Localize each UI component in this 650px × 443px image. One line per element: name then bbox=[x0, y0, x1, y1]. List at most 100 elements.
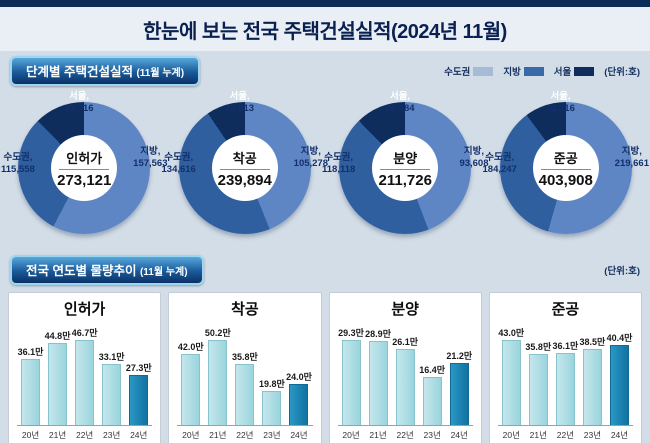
page-title: 한눈에 보는 전국 주택건설실적(2024년 11월) bbox=[143, 21, 507, 43]
x-axis-label: 24년 bbox=[450, 430, 468, 440]
bar bbox=[501, 340, 521, 425]
section1-badge-title: 단계별 주택건설실적 bbox=[26, 65, 133, 79]
bar-group: 29.3만 bbox=[338, 326, 365, 425]
donut-title: 분양 bbox=[393, 150, 418, 166]
bar-value-label: 29.3만 bbox=[338, 328, 364, 338]
divider bbox=[540, 168, 591, 170]
bar bbox=[48, 343, 68, 425]
capital-value: 184,247 bbox=[482, 163, 517, 175]
bar-chart-title: 분양 bbox=[391, 301, 419, 318]
seoul-value: 22,813 bbox=[224, 102, 255, 114]
x-axis-label: 23년 bbox=[583, 430, 602, 440]
donut-chart: 착공 239,894 서울, 22,813 수도권, 134,616 지방, 105… bbox=[161, 90, 328, 250]
donut-total: 403,908 bbox=[538, 171, 593, 189]
x-axis-label: 20년 bbox=[182, 430, 200, 440]
capital-value: 134,616 bbox=[161, 163, 196, 175]
donut-ring: 준공 403,908 bbox=[499, 102, 632, 234]
donut-title: 착공 bbox=[232, 150, 257, 166]
capital-label: 수도권, 118,118 bbox=[322, 152, 356, 175]
bar-group: 35.8만 bbox=[525, 340, 552, 425]
legend-item: 지방 bbox=[503, 64, 544, 78]
bar-value-label: 36.1만 bbox=[552, 341, 579, 351]
donut-ring: 인허가 273,121 bbox=[18, 102, 151, 234]
bar-chart-card: 준공 43.0만 35.8만 36.1만 38.5만 40.4만 20년 21년 2… bbox=[488, 292, 642, 443]
x-axis-label: 21년 bbox=[369, 430, 387, 440]
capital-value: 115,558 bbox=[1, 163, 35, 175]
bar-group: 16.4만 bbox=[419, 363, 446, 425]
x-axis-label: 24년 bbox=[610, 430, 629, 440]
bar bbox=[21, 359, 41, 425]
provincial-label: 지방, 105,278 bbox=[293, 146, 328, 169]
bar bbox=[582, 349, 602, 425]
x-axis: 20년 21년 22년 23년 24년 bbox=[17, 429, 152, 441]
legend-swatch bbox=[523, 66, 544, 76]
x-axis-label: 24년 bbox=[290, 430, 308, 440]
bar bbox=[341, 340, 361, 425]
plot-area: 43.0만 35.8만 36.1만 38.5만 40.4만 bbox=[497, 319, 633, 426]
bar-value-label: 40.4만 bbox=[606, 333, 633, 343]
donut-chart-row: 인허가 273,121 서울, 33,716 수도권, 115,558 지방, 15… bbox=[0, 88, 650, 250]
plot-area: 36.1만 44.8만 46.7만 33.1만 27.3만 bbox=[17, 319, 153, 426]
capital-label: 수도권, 184,247 bbox=[482, 152, 517, 175]
plot-area: 29.3만 28.9만 26.1만 16.4만 21.2만 bbox=[337, 319, 473, 426]
seoul-value: 41,116 bbox=[546, 102, 575, 114]
donut-title: 준공 bbox=[553, 150, 578, 166]
bar bbox=[102, 364, 122, 425]
section2-header: 전국 연도별 물량추이 (11월 누계) (단위:호) bbox=[0, 250, 650, 287]
legend-items: 수도권 지방 서울 bbox=[444, 64, 595, 78]
bar-group: 36.1만 bbox=[17, 345, 44, 425]
donut-total: 273,121 bbox=[57, 171, 112, 189]
bar-value-label: 44.8만 bbox=[44, 331, 71, 341]
bar bbox=[395, 349, 415, 425]
bar-value-label: 21.2만 bbox=[446, 351, 473, 361]
donut-center: 인허가 273,121 bbox=[51, 135, 118, 201]
donut-total: 211,726 bbox=[378, 171, 432, 189]
capital-value: 118,118 bbox=[322, 163, 356, 175]
legend-label: 서울 bbox=[553, 67, 572, 78]
seoul-label: 서울, 26,084 bbox=[385, 91, 415, 114]
bar-group: 21.2만 bbox=[446, 349, 473, 425]
section2-badge-title: 전국 연도별 물량추이 bbox=[26, 264, 137, 278]
bar-group: 50.2만 bbox=[204, 326, 231, 425]
bar bbox=[528, 354, 548, 425]
legend-swatch bbox=[574, 66, 595, 76]
unit-label-section1: (단위:호) bbox=[604, 67, 640, 78]
provincial-value: 219,661 bbox=[614, 157, 649, 169]
x-axis-label: 21년 bbox=[48, 430, 67, 440]
bar bbox=[262, 391, 282, 425]
donut-legend: 수도권 지방 서울 (단위:호) bbox=[444, 64, 640, 78]
donut-center: 분양 211,726 bbox=[372, 135, 439, 201]
section1-badge: 단계별 주택건설실적 (11월 누계) bbox=[10, 56, 201, 86]
section1-header: 단계별 주택건설실적 (11월 누계) 수도권 지방 서울 (단위:호) bbox=[0, 51, 650, 88]
x-axis-label: 23년 bbox=[263, 430, 281, 440]
bar-chart-title: 준공 bbox=[551, 301, 580, 318]
bar bbox=[208, 340, 228, 425]
x-axis-label: 21년 bbox=[209, 430, 227, 440]
seoul-label: 서울, 22,813 bbox=[224, 91, 255, 114]
donut-ring: 착공 239,894 bbox=[178, 102, 311, 234]
legend-item: 서울 bbox=[553, 64, 595, 78]
bar-group: 46.7만 bbox=[71, 326, 98, 425]
x-axis-label: 22년 bbox=[556, 430, 574, 440]
provincial-label: 지방, 93,608 bbox=[459, 146, 489, 169]
bar-chart-row: 인허가 36.1만 44.8만 46.7만 33.1만 27.3만 20년 21년… bbox=[0, 287, 650, 443]
legend-label: 수도권 bbox=[444, 67, 471, 78]
bar bbox=[609, 345, 629, 425]
x-axis-label: 23년 bbox=[423, 430, 441, 440]
bar-group: 42.0만 bbox=[177, 340, 204, 425]
legend-item: 수도권 bbox=[444, 64, 494, 78]
bar-value-label: 26.1만 bbox=[392, 337, 419, 347]
seoul-label: 서울, 41,116 bbox=[546, 91, 575, 114]
x-axis-label: 21년 bbox=[529, 430, 547, 440]
provincial-label: 지방, 157,563 bbox=[133, 146, 168, 169]
provincial-value: 93,608 bbox=[459, 157, 489, 169]
bar-value-label: 24.0만 bbox=[286, 372, 312, 382]
section2-badge-sub: (11월 누계) bbox=[139, 267, 188, 278]
bar bbox=[289, 384, 309, 425]
bar-value-label: 27.3만 bbox=[125, 363, 152, 373]
bar-group: 27.3만 bbox=[125, 361, 152, 425]
bar-chart-card: 인허가 36.1만 44.8만 46.7만 33.1만 27.3만 20년 21년… bbox=[8, 292, 162, 443]
x-axis-label: 20년 bbox=[502, 430, 520, 440]
donut-center: 착공 239,894 bbox=[211, 135, 278, 201]
bar-value-label: 35.8만 bbox=[525, 342, 552, 352]
